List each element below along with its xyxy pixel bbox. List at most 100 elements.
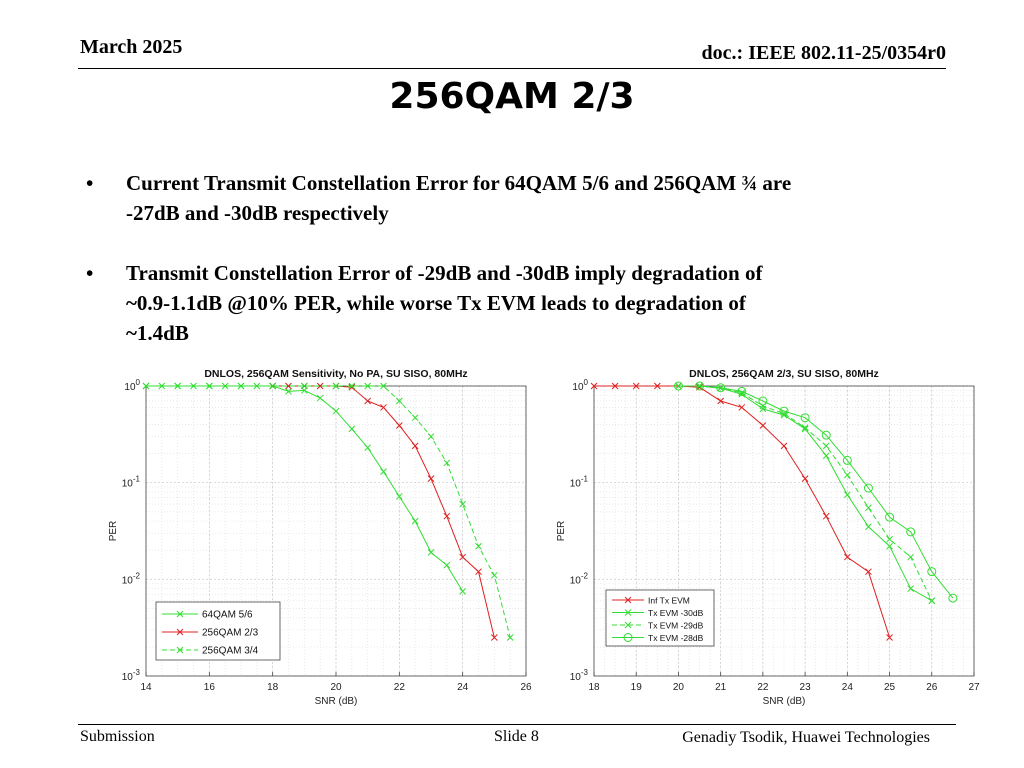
bullet-dot: • — [86, 171, 94, 195]
x-tick-label: 19 — [631, 682, 643, 693]
chart-256qam-sensitivity: 14 16 18 20 22 24 26 100 10-1 10-2 10-3 DNLOS, 256Q… — [108, 368, 532, 707]
data-point — [158, 382, 166, 390]
data-point — [142, 382, 150, 390]
data-point — [380, 468, 387, 476]
data-point — [427, 475, 435, 483]
x-tick-label: 26 — [926, 682, 938, 693]
x-tick-label: 22 — [394, 682, 406, 693]
footer-divider — [78, 724, 956, 725]
y-tick-exponent: -2 — [133, 571, 141, 580]
series-line — [146, 385, 511, 638]
data-point — [316, 382, 324, 390]
x-tick-label: 18 — [588, 682, 600, 693]
y-tick-exponent: 0 — [584, 378, 589, 387]
bullet-text-line: Current Transmit Constellation Error for… — [126, 171, 792, 195]
legend-label: Inf Tx EVM — [648, 596, 690, 606]
data-point — [300, 382, 308, 390]
data-point — [348, 382, 356, 390]
data-point — [443, 459, 451, 467]
data-point — [928, 597, 936, 605]
x-tick-label: 23 — [800, 682, 812, 693]
data-point — [886, 634, 893, 641]
data-point — [395, 493, 403, 500]
data-point — [332, 407, 340, 415]
data-point — [395, 422, 403, 429]
data-point — [673, 381, 683, 391]
y-tick-exponent: -1 — [581, 475, 589, 484]
x-tick-label: 26 — [520, 682, 532, 693]
data-point — [348, 425, 356, 433]
data-point — [737, 386, 747, 396]
data-point — [843, 471, 851, 479]
data-point — [885, 512, 895, 522]
data-point — [411, 517, 419, 525]
data-point — [459, 588, 467, 595]
data-point — [863, 483, 873, 493]
y-tick-exponent: -3 — [581, 668, 589, 677]
data-point — [801, 424, 809, 432]
footer-author: Genadiy Tsodik, Huawei Technologies — [682, 729, 930, 746]
y-tick-label: 10-3 — [570, 668, 589, 683]
legend-marker — [624, 596, 632, 604]
bullet-text-line: -27dB and -30dB respectively — [126, 201, 389, 225]
legend-marker — [624, 609, 632, 616]
data-point — [800, 413, 810, 423]
data-point — [907, 553, 915, 561]
bullet-text-line: Transmit Constellation Error of -29dB an… — [126, 261, 763, 285]
data-point — [717, 397, 725, 405]
data-point — [411, 442, 419, 450]
legend-label: Tx EVM -30dB — [648, 608, 704, 618]
bullet-item: • Transmit Constellation Error of -29dB … — [80, 258, 960, 348]
bullet-item: • Current Transmit Constellation Error f… — [80, 168, 960, 228]
data-point — [865, 568, 872, 576]
data-point — [948, 593, 958, 603]
x-tick-label: 27 — [968, 682, 980, 693]
x-tick-label: 21 — [715, 682, 727, 693]
header-date: March 2025 — [80, 36, 183, 58]
y-tick-label: 100 — [124, 378, 140, 393]
y-tick-label: 10-1 — [570, 475, 589, 490]
data-point — [822, 452, 830, 460]
legend-marker — [623, 633, 633, 642]
data-point — [632, 382, 640, 390]
bullet-text-line: ~1.4dB — [126, 321, 189, 345]
chart-256qam-evm: 18 19 20 21 22 23 24 25 26 27 100 10-1 10-2 10-3 DNLOS… — [556, 368, 980, 707]
y-tick-label: 10-3 — [122, 668, 141, 683]
x-tick-label: 25 — [884, 682, 896, 693]
data-point — [906, 527, 916, 537]
header-doc-id: doc.: IEEE 802.11-25/0354r0 — [701, 42, 946, 64]
data-point — [332, 382, 340, 390]
data-point — [801, 425, 809, 433]
y-tick-label: 10-2 — [570, 571, 589, 586]
data-point — [174, 382, 182, 390]
legend-marker — [176, 646, 184, 654]
legend-marker — [624, 621, 632, 629]
data-point — [205, 382, 213, 390]
data-point — [443, 512, 451, 520]
x-tick-label: 20 — [330, 682, 342, 693]
bullet-dot: • — [86, 261, 94, 285]
data-point — [269, 382, 277, 390]
data-point — [221, 382, 229, 390]
data-point — [653, 382, 661, 390]
data-point — [285, 382, 292, 390]
data-point — [411, 414, 419, 422]
header-divider — [78, 68, 946, 69]
data-point — [427, 549, 435, 556]
data-point — [364, 397, 372, 405]
data-point — [843, 491, 851, 499]
data-point — [779, 406, 789, 416]
data-point — [907, 585, 915, 593]
data-point — [459, 500, 467, 508]
bullet-text-line: ~0.9-1.1dB @10% PER, while worse Tx EVM … — [126, 291, 746, 315]
data-point — [611, 382, 619, 390]
legend-marker — [176, 628, 184, 636]
data-point — [821, 430, 831, 440]
legend-label: Tx EVM -29dB — [648, 621, 704, 631]
legend-label: 64QAM 5/6 — [202, 610, 253, 621]
y-tick-exponent: -3 — [133, 668, 141, 677]
chart-title: DNLOS, 256QAM Sensitivity, No PA, SU SIS… — [204, 368, 467, 380]
legend-box — [155, 601, 281, 661]
data-point — [843, 553, 851, 561]
data-point — [865, 523, 872, 531]
